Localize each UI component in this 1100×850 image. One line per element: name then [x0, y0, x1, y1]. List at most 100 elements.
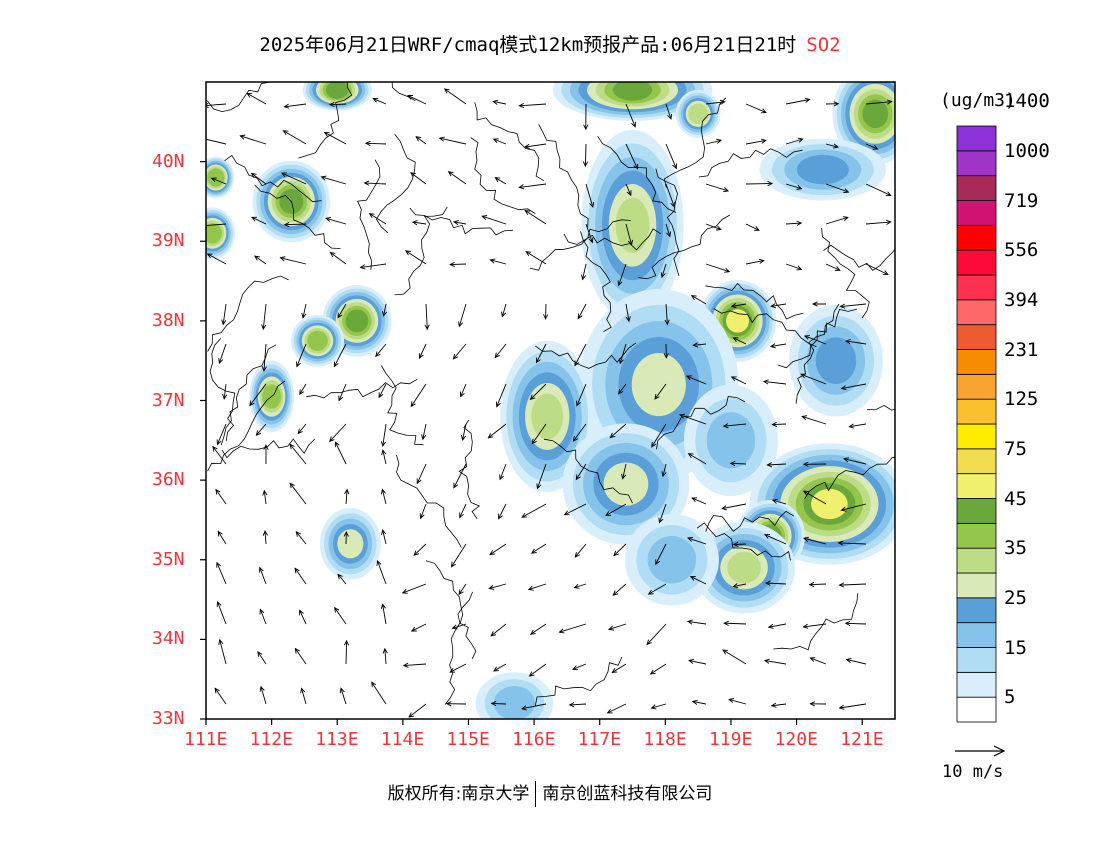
colorbar-swatch	[956, 324, 997, 350]
colorbar-label: 5	[1004, 686, 1016, 709]
colorbar-swatch	[956, 696, 997, 723]
wind-arrow	[411, 220, 427, 226]
colorbar-swatch	[956, 423, 997, 450]
wind-arrow	[421, 423, 427, 441]
wind-arrow	[705, 99, 726, 105]
axis-ticks	[200, 161, 863, 725]
wind-arrow	[825, 183, 850, 194]
border-line	[795, 303, 840, 404]
wind-arrow	[825, 101, 840, 107]
wind-arrow	[490, 623, 507, 637]
wind-arrow	[250, 172, 267, 185]
lon-label: 115E	[446, 729, 490, 750]
wind-arrow	[415, 136, 427, 145]
border-line	[396, 454, 462, 548]
wind-arrow	[458, 303, 467, 328]
wind-arrow	[705, 263, 731, 273]
border-line	[538, 124, 589, 228]
wind-arrow	[568, 702, 587, 708]
border-line	[823, 244, 895, 271]
colorbar-swatch	[956, 373, 997, 400]
wind-arrow	[380, 603, 387, 625]
wind-arrow	[865, 99, 893, 105]
border-line	[867, 404, 895, 411]
so2-plume	[788, 304, 883, 417]
wind-arrow	[691, 699, 707, 705]
wind-arrow	[705, 223, 722, 231]
wind-arrow	[259, 685, 267, 705]
wind-arrow	[730, 376, 747, 385]
wind-arrow	[501, 303, 507, 318]
lon-label: 118E	[643, 729, 687, 750]
wind-arrow	[802, 623, 827, 629]
so2-plume	[749, 443, 895, 565]
border-line	[357, 159, 381, 270]
wind-arrow	[686, 536, 707, 545]
colorbar-swatch	[956, 671, 997, 698]
wind-arrow	[378, 383, 387, 399]
wind-arrow	[732, 541, 747, 547]
lat-label: 37N	[152, 389, 185, 411]
wind-arrow	[730, 303, 747, 309]
border-line	[698, 148, 803, 178]
wind-arrow	[663, 343, 669, 359]
colorbar-label: 35	[1004, 537, 1027, 560]
colorbar-label: 15	[1004, 636, 1027, 659]
wind-arrow	[685, 375, 707, 385]
wind-arrow	[296, 343, 307, 368]
colorbar-label: 394	[1004, 288, 1039, 311]
wind-arrow	[419, 503, 427, 520]
border-line	[534, 656, 623, 706]
border-line	[376, 134, 416, 234]
wind-arrow	[583, 103, 589, 131]
wind-arrow	[418, 343, 427, 360]
wind-arrow	[582, 143, 589, 168]
wind-arrow	[279, 256, 307, 265]
wind-arrow	[572, 423, 587, 442]
wind-arrow	[838, 582, 867, 588]
border-line	[804, 456, 895, 500]
wind-arrow	[621, 463, 627, 480]
wind-arrow	[206, 136, 227, 145]
wind-arrow	[650, 703, 667, 710]
wind-arrow	[404, 250, 427, 265]
wind-arrow	[524, 209, 547, 225]
wind-arrow	[837, 540, 867, 546]
wind-reference-label: 10 m/s	[942, 762, 1004, 782]
wind-arrow	[689, 576, 707, 585]
wind-arrow	[581, 263, 587, 281]
wind-arrow	[808, 581, 827, 588]
wind-arrow	[343, 530, 349, 545]
wind-arrow	[413, 543, 427, 556]
border-line	[207, 380, 286, 472]
footer-left: 版权所有:南京大学	[387, 784, 530, 804]
wind-arrow	[705, 183, 730, 193]
footer-divider	[535, 781, 537, 807]
wind-arrow	[845, 657, 867, 665]
wind-arrow	[323, 131, 347, 145]
wind-arrow	[407, 95, 427, 105]
wind-arrow	[218, 343, 227, 365]
wind-arrow	[840, 383, 867, 391]
wind-arrow	[492, 138, 507, 145]
wind-arrow	[844, 339, 867, 345]
wind-arrow	[206, 253, 227, 265]
wind-arrow	[625, 223, 633, 246]
wind-arrow	[289, 482, 307, 505]
wind-arrow	[258, 566, 267, 585]
wind-arrow	[492, 663, 507, 672]
wind-arrow	[800, 373, 827, 385]
wind-arrow	[458, 583, 467, 596]
wind-arrow	[216, 423, 227, 446]
wind-arrow	[481, 215, 507, 225]
wind-reference-arrow	[955, 745, 1006, 757]
wind-arrow	[254, 255, 267, 265]
border-line	[209, 338, 236, 442]
colorbar-swatch	[956, 200, 997, 226]
wind-arrow	[665, 103, 673, 120]
border-line	[298, 82, 353, 159]
wind-arrow	[802, 461, 827, 467]
wind-arrow	[865, 183, 892, 197]
lat-label: 38N	[152, 309, 185, 331]
